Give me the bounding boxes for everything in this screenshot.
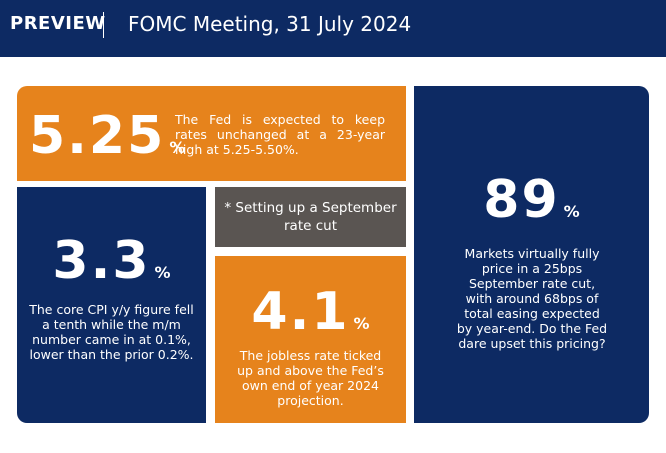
markets-unit: % <box>563 202 580 221</box>
cpi-card: 3.3% The core CPI y/y figure fell a tent… <box>17 187 206 423</box>
rate-card: 5.25% The Fed is expected to keep rates … <box>17 86 406 181</box>
note-card: * Setting up a September rate cut <box>215 187 406 247</box>
jobless-card: 4.1% The jobless rate ticked up and abov… <box>215 256 406 423</box>
page-title: FOMC Meeting, 31 July 2024 <box>128 12 412 36</box>
rate-description: The Fed is expected to keep rates unchan… <box>175 112 385 157</box>
markets-stat: 89% <box>414 174 649 226</box>
note-text: * Setting up a September rate cut <box>224 200 397 234</box>
header-banner: PREVIEW FOMC Meeting, 31 July 2024 <box>0 0 666 57</box>
jobless-value: 4.1 <box>251 282 350 342</box>
markets-value: 89 <box>483 170 560 230</box>
header-divider <box>103 12 104 38</box>
preview-label: PREVIEW <box>10 13 106 34</box>
cpi-stat: 3.3% <box>17 235 206 287</box>
markets-card: 89% Markets virtually fully price in a 2… <box>414 86 649 423</box>
rate-stat: 5.25% <box>29 110 185 162</box>
cpi-unit: % <box>154 263 171 282</box>
markets-description: Markets virtually fully price in a 25bps… <box>456 246 608 351</box>
cpi-description: The core CPI y/y figure fell a tenth whi… <box>29 302 194 362</box>
rate-unit: % <box>169 138 186 157</box>
jobless-unit: % <box>353 314 370 333</box>
jobless-description: The jobless rate ticked up and above the… <box>237 348 384 408</box>
jobless-stat: 4.1% <box>215 286 406 338</box>
rate-value: 5.25 <box>29 106 166 166</box>
cpi-value: 3.3 <box>52 231 151 291</box>
